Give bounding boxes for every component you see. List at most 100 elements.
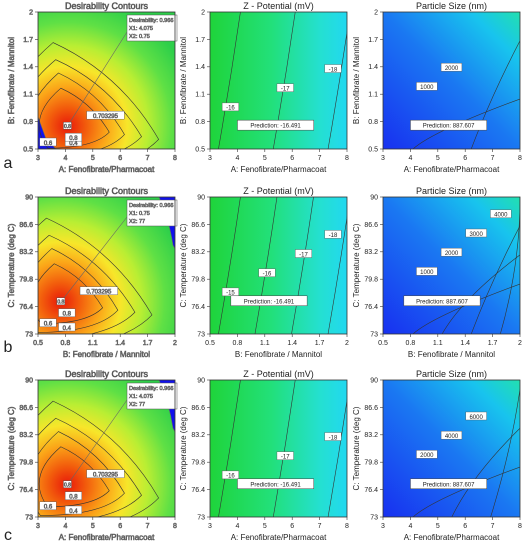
contour-label: 0.6	[44, 505, 53, 511]
contour-label: 0.4	[69, 509, 78, 515]
contour-label: 6000	[469, 415, 483, 421]
y-tick-label: 83.2	[364, 432, 378, 439]
y-tick-label: 1.7	[195, 37, 205, 44]
x-tick-label: 0.8	[61, 340, 71, 347]
plot-frame	[209, 379, 348, 518]
y-tick-label: 79.8	[191, 277, 205, 284]
contour-label-box	[440, 430, 463, 440]
y-tick-label: 73	[25, 514, 33, 521]
contour-line	[327, 398, 347, 517]
x-axis-label: B: Fenofibrate / Mannitol	[63, 350, 150, 359]
flag-line: X1: 4.075	[129, 26, 153, 32]
y-tick-label: 90	[197, 194, 205, 201]
contour-line	[291, 197, 314, 334]
contour-line	[412, 283, 520, 334]
x-axis-label: A: Fenofibrate/Pharmacoat	[404, 533, 500, 542]
flag-marker-label: 0.8	[57, 299, 64, 305]
x-tick-label: 3	[36, 523, 40, 530]
contour-label-box	[221, 102, 239, 112]
contour-label: 0.4	[69, 141, 78, 147]
x-tick-label: 2	[518, 340, 522, 347]
contour-label: 1000	[420, 85, 434, 91]
y-tick-label: 0.8	[368, 119, 378, 126]
contour-label-box	[221, 287, 239, 297]
flag-box	[126, 382, 178, 410]
x-tick-label: 5	[436, 523, 440, 530]
contour-label-box	[221, 470, 239, 480]
contour-line	[38, 417, 142, 517]
y-tick-label: 73	[370, 331, 378, 338]
prediction-label: Prediction: -16.491	[244, 299, 295, 305]
plot-frame	[37, 11, 176, 150]
flag-line: X2: 77	[129, 402, 145, 408]
contour-label-box	[86, 110, 125, 120]
contour-label-box	[39, 318, 57, 327]
panel-title: Particle Size (nm)	[416, 1, 487, 11]
y-tick-label: 90	[370, 194, 378, 201]
flag-line: Desirability: 0.966	[129, 203, 173, 209]
x-tick-label: 1.7	[315, 340, 325, 347]
contour-line	[470, 225, 520, 334]
x-tick-label: 4	[408, 523, 412, 530]
flag-marker	[56, 297, 66, 305]
y-tick-label: 0.5	[23, 146, 33, 153]
flag-box	[126, 199, 178, 227]
contour-label: 0.703295	[93, 473, 119, 479]
contour-label-box	[490, 209, 512, 219]
x-tick-label: 6	[290, 155, 294, 162]
panel-title: Z - Potential (mV)	[243, 369, 314, 379]
panel-title: Z - Potential (mV)	[243, 186, 314, 196]
y-tick-label: 90	[25, 377, 33, 384]
x-tick-label: 3	[208, 523, 212, 530]
contour-label: -17	[281, 87, 290, 93]
x-tick-label: 4	[63, 523, 67, 530]
flag-box	[126, 14, 178, 42]
y-tick-label: 1.4	[368, 64, 378, 71]
x-tick-label: 7	[146, 155, 150, 162]
x-axis-label: A: Fenofibrate/Pharmacoat	[404, 165, 500, 174]
contour-line	[272, 12, 296, 149]
x-tick-label: 0.5	[33, 340, 43, 347]
prediction-box	[230, 295, 308, 307]
zpotential-surface	[210, 197, 347, 334]
contour-label: 0.8	[69, 136, 78, 142]
x-tick-label: 5	[436, 155, 440, 162]
zpotential-surface	[210, 380, 347, 517]
plot-frame	[382, 11, 521, 150]
flag-marker	[63, 480, 72, 488]
contour-label-box	[64, 132, 82, 142]
x-tick-label: 0.8	[233, 340, 243, 347]
x-tick-label: 1.1	[88, 340, 98, 347]
y-tick-label: 83.2	[191, 249, 205, 256]
x-tick-label: 5	[91, 523, 95, 530]
contour-label-box	[58, 322, 76, 332]
panel-title: Desirability Contours	[65, 369, 149, 379]
contour-label-box	[39, 501, 57, 510]
x-tick-label: 1.4	[460, 340, 470, 347]
contour-label: -18	[329, 435, 338, 441]
contour-label-box	[324, 432, 342, 441]
x-tick-label: 0.5	[205, 340, 215, 347]
contour-label: -16	[226, 474, 235, 480]
contour-label: -16	[263, 272, 272, 278]
panel-title: Particle Size (nm)	[416, 186, 487, 196]
contour-line	[38, 42, 160, 149]
plot-area: 2000 4000 6000 Prediction: 887.607	[383, 380, 520, 517]
x-tick-label: 6	[118, 155, 122, 162]
y-tick-label: 90	[197, 377, 205, 384]
contour-label: 0.703295	[86, 290, 112, 296]
plot-frame	[37, 379, 176, 518]
panel-title: Desirability Contours	[65, 1, 149, 11]
x-tick-label: 3	[381, 155, 385, 162]
y-tick-label: 86.6	[19, 222, 33, 229]
y-axis-label: C: Temperature (deg C)	[7, 406, 16, 490]
plot-area: 1000 2000 3000 4000 Prediction: 887.607	[383, 197, 520, 334]
x-tick-label: 1.4	[115, 340, 125, 347]
contour-label-box	[86, 469, 125, 478]
contour-label: 0.8	[69, 495, 78, 501]
x-tick-label: 7	[491, 523, 495, 530]
contour-line	[272, 380, 296, 517]
contour-label: -18	[329, 67, 338, 73]
contour-label: 0.6	[44, 322, 53, 328]
